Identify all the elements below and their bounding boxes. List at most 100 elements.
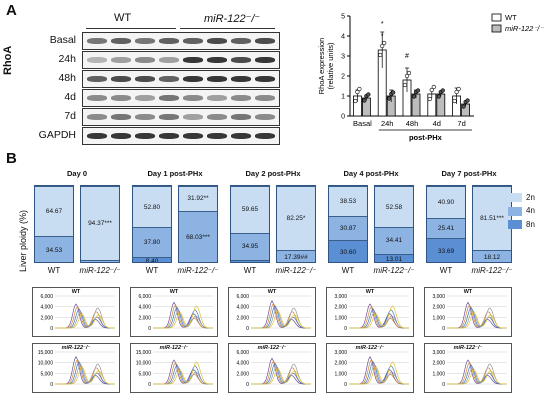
ploidy-bar: 40.90 25.41 33.69: [426, 185, 466, 263]
flow-histogram-box: WT 6,000 4,000 2,000 0: [130, 287, 218, 337]
flow-y-tick-label: 4,000: [236, 361, 249, 367]
flow-histogram-box: miR-122⁻/⁻ 6,000 4,000 2,000 0: [228, 343, 316, 393]
blot-band: [255, 95, 275, 101]
ploidy-seg-2n: 40.90: [427, 186, 465, 218]
ploidy-bar-label: WT: [439, 266, 453, 275]
data-point: [429, 87, 434, 93]
blot-band: [111, 133, 131, 139]
flow-histogram-curve: [349, 305, 409, 329]
data-point: [454, 89, 459, 95]
flow-y-tick-label: 10,000: [38, 361, 54, 367]
blot-band: [207, 133, 227, 139]
category-label: 48h: [406, 119, 419, 128]
blot-row-label: 7d: [64, 110, 76, 122]
data-point: [366, 92, 371, 97]
blot-band: [183, 133, 203, 139]
data-point: [440, 88, 445, 93]
blot-wt-line: [86, 28, 176, 29]
flow-y-tick-label: 2,000: [432, 305, 445, 311]
blot-band: [159, 133, 179, 139]
blot-band: [183, 76, 203, 82]
ploidy-bar-label: WT: [341, 266, 355, 275]
ploidy-legend: 2n 4n 8n: [508, 193, 550, 233]
ploidy-seg-2n: 52.80: [133, 186, 171, 228]
data-point: [402, 82, 408, 88]
blot-band: [183, 114, 203, 120]
blot-band: [135, 76, 155, 82]
blot-band: [111, 38, 131, 44]
blot-mir-line: [180, 28, 275, 29]
ploidy-value-label: 18.12: [483, 253, 501, 261]
blot-band: [87, 133, 107, 139]
blot-row-label: GAPDH: [38, 129, 76, 141]
flow-y-tick-label: 4,000: [138, 305, 151, 311]
flow-histogram-box: WT 6,000 4,000 2,000 0: [228, 287, 316, 337]
flow-histogram-plot: 15,000 10,000 5,000 0: [136, 350, 213, 388]
ploidy-seg-8n: 8.40: [133, 256, 171, 263]
ploidy-value-label: 8.40: [145, 257, 159, 263]
significance-mark: #: [405, 53, 409, 60]
flow-y-tick-label: 0: [148, 326, 151, 332]
blot-band: [207, 38, 227, 44]
flow-histogram-plot: 3,000 2,000 1,000 0: [334, 350, 409, 388]
flow-histogram-box: miR-122⁻/⁻ 15,000 10,000 5,000 0: [32, 343, 120, 393]
flow-y-tick-label: 0: [148, 382, 151, 388]
y-axis-label: RhoA expression(relative units): [317, 38, 335, 95]
blot-band: [231, 95, 251, 101]
ploidy-seg-4n: [81, 259, 119, 262]
y-tick-label: 3: [341, 54, 345, 61]
ploidy-group-title: Day 7 post-PHx: [441, 169, 497, 178]
flow-histogram-plot: 6,000 4,000 2,000 0: [138, 294, 213, 332]
flow-y-tick-label: 0: [344, 326, 347, 332]
flow-histogram-box: miR-122⁻/⁻ 3,000 2,000 1,000 0: [424, 343, 512, 393]
blot-band: [231, 38, 251, 44]
legend-swatch: [491, 24, 502, 33]
ploidy-seg-4n: 68.03***: [179, 210, 217, 262]
ploidy-value-label: 34.95: [241, 243, 259, 251]
ploidy-value-label: 82.25*: [286, 215, 306, 223]
ploidy-value-label: 40.90: [437, 198, 455, 206]
blot-strip: [82, 51, 280, 69]
flow-y-tick-label: 1,000: [334, 371, 347, 377]
ploidy-bar: 59.65 34.95: [230, 185, 270, 263]
flow-y-tick-label: 6,000: [138, 294, 151, 300]
flow-y-tick-label: 1,000: [334, 315, 347, 321]
ploidy-stacked-bars: Day 0 64.67 34.53 WT 94.37*** miR-122⁻/⁻ Day 1…: [28, 165, 512, 285]
blot-band: [135, 38, 155, 44]
ploidy-seg-2n: 38.53: [329, 186, 367, 217]
flow-histogram-plot: 3,000 2,000 1,000 0: [432, 350, 507, 388]
flow-y-tick-label: 0: [246, 382, 249, 388]
ploidy-seg-4n: 25.41: [427, 217, 465, 238]
legend-item: 2n: [508, 193, 550, 203]
flow-y-tick-label: 3,000: [334, 294, 347, 300]
ploidy-seg-2n: 59.65: [231, 186, 269, 233]
ploidy-value-label: 34.53: [45, 246, 63, 254]
blot-row-label: Basal: [49, 34, 76, 46]
ploidy-value-label: 30.60: [339, 249, 357, 257]
y-tick-label: 1: [341, 94, 345, 101]
flow-histogram-title: miR-122⁻/⁻: [257, 345, 287, 351]
ploidy-group-title: Day 0: [66, 169, 87, 178]
ploidy-value-label: 37.80: [143, 238, 161, 246]
blot-band: [255, 38, 275, 44]
blot-band: [111, 57, 131, 63]
legend-label: 2n: [526, 193, 535, 202]
ploidy-bar: 38.53 30.87 30.60: [328, 185, 368, 263]
flow-y-tick-label: 2,000: [40, 315, 53, 321]
ploidy-seg-2n: 81.51***: [473, 186, 511, 250]
flow-y-tick-label: 3,000: [432, 294, 445, 300]
ploidy-group-title: Day 4 post-PHx: [343, 169, 399, 178]
blot-strip: [82, 127, 280, 145]
ploidy-seg-4n: 34.41: [375, 227, 413, 254]
blot-row-label: 48h: [58, 72, 76, 84]
blot-row-label: 24h: [58, 53, 76, 65]
data-point: [461, 104, 466, 109]
ploidy-bar-label: miR-122⁻/⁻: [177, 266, 219, 275]
data-point: [406, 70, 412, 76]
blot-band: [255, 57, 275, 63]
flow-histogram-title: miR-122⁻/⁻: [453, 345, 483, 351]
blot-band: [207, 57, 227, 63]
ploidy-bar-label: miR-122⁻/⁻: [79, 266, 121, 275]
legend-label: 4n: [526, 206, 535, 216]
flow-histogram-plot: 3,000 2,000 1,000 0: [334, 294, 409, 332]
